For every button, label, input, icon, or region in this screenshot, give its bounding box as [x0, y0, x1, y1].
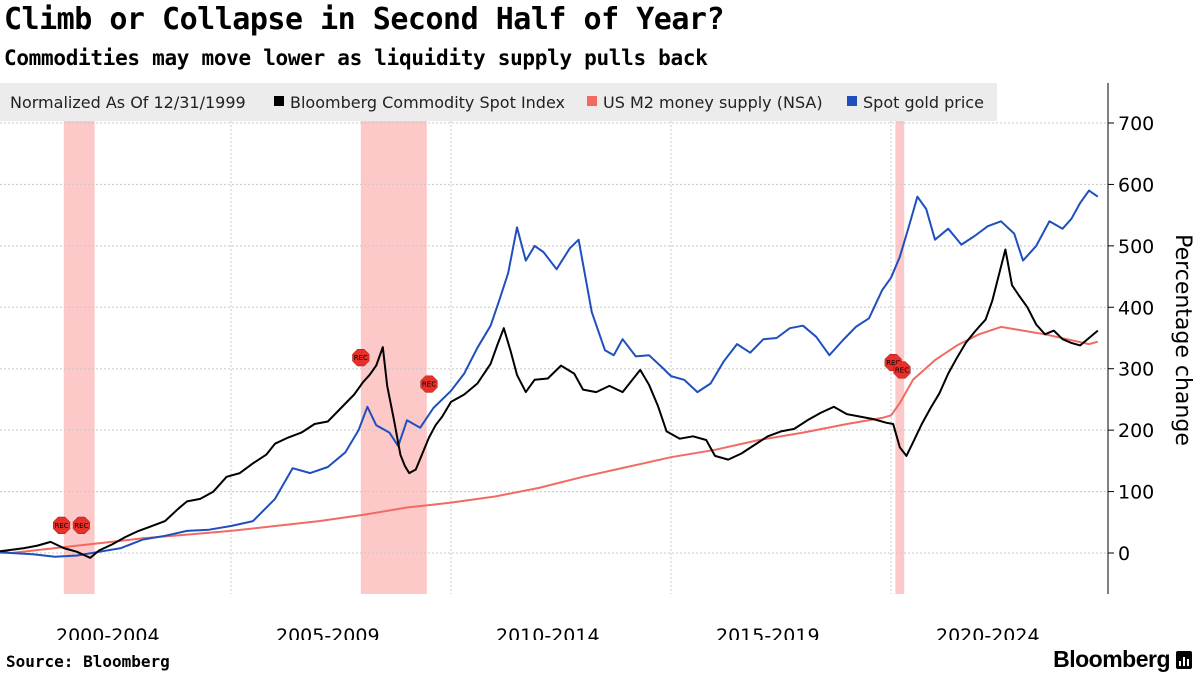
chart-title: Climb or Collapse in Second Half of Year… — [4, 2, 725, 37]
recession-marker-label-1: REC — [55, 522, 69, 530]
legend-swatch-commodity — [274, 96, 284, 106]
recession-marker-label-5: REC — [886, 359, 900, 367]
recession-marker-2 — [72, 516, 90, 534]
bloomberg-icon — [1176, 651, 1192, 669]
x-tick-label-2: 2005-2009 — [276, 625, 380, 640]
recession-marker-label-3: REC — [354, 354, 368, 362]
y-tick-label-300: 300 — [1118, 359, 1154, 381]
recession-marker-label-6: REC — [895, 366, 909, 374]
recession-bands — [63, 83, 905, 594]
series-line-bloomberg-commodity-spot-index — [0, 248, 1099, 559]
legend-background — [0, 83, 997, 121]
y-axis: 0 100 200 300 400 500 600 700 — [1107, 83, 1154, 594]
x-axis-labels: 2000-2004 2005-2009 2010-2014 2015-2019 2020… — [56, 625, 1040, 640]
legend-swatch-gold — [847, 96, 857, 106]
legend-note: Normalized As Of 12/31/1999 — [10, 93, 246, 112]
source-note: Source: Bloomberg — [6, 652, 170, 671]
x-tick-label-1: 2000-2004 — [56, 625, 160, 640]
series-line-spot-gold-price — [0, 189, 1099, 558]
y-tick-label-100: 100 — [1118, 482, 1154, 504]
recession-band-2 — [360, 83, 427, 594]
y-tick-label-700: 700 — [1118, 113, 1154, 135]
y-axis-title: Percentage change — [1170, 234, 1195, 446]
recession-marker-3 — [352, 349, 370, 367]
legend-label-gold: Spot gold price — [863, 93, 984, 112]
y-tick-label-0: 0 — [1118, 543, 1130, 565]
recession-marker-4 — [420, 375, 438, 393]
legend-label-commodity: Bloomberg Commodity Spot Index — [290, 93, 565, 112]
recession-marker-label-2: REC — [74, 522, 88, 530]
chart-subtitle: Commodities may move lower as liquidity … — [4, 46, 708, 70]
recession-band-3 — [895, 83, 905, 594]
legend-label-m2: US M2 money supply (NSA) — [603, 93, 823, 112]
recession-band-1 — [63, 83, 95, 594]
recession-marker-1 — [53, 516, 71, 534]
x-tick-label-3: 2010-2014 — [496, 625, 600, 640]
y-tick-label-600: 600 — [1118, 174, 1154, 196]
recession-marker-label-4: REC — [422, 381, 436, 389]
x-tick-label-5: 2020-2024 — [936, 625, 1040, 640]
legend-swatch-m2 — [587, 96, 597, 106]
bloomberg-logo: Bloomberg — [1053, 646, 1170, 672]
y-tick-label-200: 200 — [1118, 420, 1154, 442]
y-tick-label-500: 500 — [1118, 236, 1154, 258]
series-line-us-m2-money-supply-nsa — [0, 325, 1099, 554]
y-tick-label-400: 400 — [1118, 297, 1154, 319]
recession-marker-6 — [893, 361, 911, 379]
x-tick-label-4: 2015-2019 — [716, 625, 820, 640]
series-lines — [0, 189, 1099, 559]
grid-lines — [0, 121, 1108, 594]
legend: Normalized As Of 12/31/1999 Bloomberg Co… — [0, 83, 997, 121]
